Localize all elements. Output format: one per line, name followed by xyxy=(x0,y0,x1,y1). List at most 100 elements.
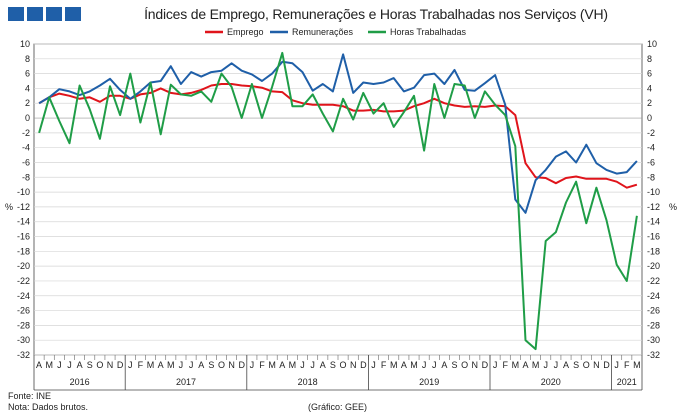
x-month-label: F xyxy=(259,360,265,370)
y-tick-label-left: -30 xyxy=(17,335,30,345)
y-tick-label-right: 6 xyxy=(647,69,652,79)
x-month-label: J xyxy=(432,360,437,370)
x-year-label: 2019 xyxy=(419,377,439,387)
y-tick-label-right: -30 xyxy=(647,335,660,345)
x-month-label: O xyxy=(461,360,468,370)
x-month-label: J xyxy=(57,360,62,370)
y-tick-label-left: -2 xyxy=(22,128,30,138)
y-tick-label-left: -12 xyxy=(17,202,30,212)
y-tick-label-right: 8 xyxy=(647,54,652,64)
y-tick-label-left: 8 xyxy=(25,54,30,64)
brand-logo xyxy=(8,7,81,21)
y-tick-label-left: -8 xyxy=(22,172,30,182)
x-year-label: 2021 xyxy=(617,377,637,387)
y-tick-label-right: -14 xyxy=(647,217,660,227)
x-month-label: S xyxy=(208,360,214,370)
y-tick-label-left: 4 xyxy=(25,83,30,93)
x-month-label: M xyxy=(289,360,297,370)
y-tick-label-right: 0 xyxy=(647,113,652,123)
x-year-label: 2016 xyxy=(70,377,90,387)
x-month-label: F xyxy=(624,360,630,370)
x-month-label: D xyxy=(238,360,245,370)
x-month-label: J xyxy=(493,360,498,370)
x-month-label: J xyxy=(250,360,255,370)
y-tick-label-left: -16 xyxy=(17,232,30,242)
y-unit-label-right: % xyxy=(669,202,677,212)
x-month-label: J xyxy=(543,360,548,370)
x-month-label: F xyxy=(138,360,144,370)
y-tick-label-left: 6 xyxy=(25,69,30,79)
y-tick-label-right: -28 xyxy=(647,320,660,330)
x-month-label: N xyxy=(593,360,600,370)
x-month-label: A xyxy=(441,360,447,370)
y-tick-label-left: -6 xyxy=(22,157,30,167)
x-month-label: O xyxy=(96,360,103,370)
x-month-label: F xyxy=(502,360,508,370)
y-tick-label-right: -18 xyxy=(647,246,660,256)
x-month-label: M xyxy=(410,360,418,370)
x-month-label: N xyxy=(228,360,235,370)
x-month-label: A xyxy=(401,360,407,370)
x-month-label: J xyxy=(189,360,194,370)
y-tick-label-right: -10 xyxy=(647,187,660,197)
y-tick-label-right: -24 xyxy=(647,291,660,301)
y-tick-label-right: -8 xyxy=(647,172,655,182)
y-tick-label-right: -12 xyxy=(647,202,660,212)
chart-title: Índices de Emprego, Remunerações e Horas… xyxy=(144,6,608,22)
x-month-label: A xyxy=(77,360,83,370)
x-month-label: O xyxy=(218,360,225,370)
x-month-label: J xyxy=(300,360,305,370)
footer-note: Nota: Dados brutos. xyxy=(8,402,89,412)
y-tick-label-left: -14 xyxy=(17,217,30,227)
x-month-label: J xyxy=(554,360,559,370)
x-month-label: J xyxy=(67,360,72,370)
y-tick-label-right: -22 xyxy=(647,276,660,286)
x-month-label: F xyxy=(381,360,387,370)
y-tick-label-right: -20 xyxy=(647,261,660,271)
x-year-label: 2018 xyxy=(298,377,318,387)
x-month-label: N xyxy=(107,360,114,370)
x-month-label: M xyxy=(147,360,155,370)
x-month-label: J xyxy=(371,360,376,370)
x-month-label: M xyxy=(390,360,398,370)
x-month-label: S xyxy=(330,360,336,370)
y-tick-label-left: 0 xyxy=(25,113,30,123)
y-tick-label-right: -32 xyxy=(647,350,660,360)
series-line-2 xyxy=(38,53,638,214)
y-tick-label-left: -18 xyxy=(17,246,30,256)
y-tick-label-left: -22 xyxy=(17,276,30,286)
x-month-label: M xyxy=(268,360,276,370)
x-month-label: M xyxy=(532,360,540,370)
x-month-label: A xyxy=(279,360,285,370)
x-month-label: M xyxy=(633,360,641,370)
x-month-label: J xyxy=(128,360,133,370)
legend-label-1: Emprego xyxy=(227,27,264,37)
x-month-label: J xyxy=(179,360,184,370)
y-tick-label-right: -26 xyxy=(647,306,660,316)
y-tick-label-left: -24 xyxy=(17,291,30,301)
x-month-label: M xyxy=(512,360,520,370)
y-tick-label-left: 10 xyxy=(20,39,30,49)
series-line-3 xyxy=(38,51,638,351)
y-tick-label-right: -16 xyxy=(647,232,660,242)
x-year-label: 2017 xyxy=(176,377,196,387)
y-tick-label-right: 10 xyxy=(647,39,657,49)
y-tick-label-right: 4 xyxy=(647,83,652,93)
x-month-label: D xyxy=(482,360,489,370)
footer-credit: (Gráfico: GEE) xyxy=(308,402,368,412)
x-month-label: A xyxy=(158,360,164,370)
x-month-label: S xyxy=(87,360,93,370)
x-month-label: N xyxy=(350,360,357,370)
series-line-1 xyxy=(38,83,638,189)
legend-label-2: Remunerações xyxy=(292,27,354,37)
x-month-label: D xyxy=(360,360,367,370)
x-month-label: S xyxy=(573,360,579,370)
y-tick-label-left: 2 xyxy=(25,98,30,108)
x-month-label: O xyxy=(340,360,347,370)
y-tick-label-right: -2 xyxy=(647,128,655,138)
x-month-label: J xyxy=(422,360,427,370)
y-tick-label-left: -28 xyxy=(17,320,30,330)
y-tick-label-left: -4 xyxy=(22,143,30,153)
x-month-label: D xyxy=(117,360,124,370)
